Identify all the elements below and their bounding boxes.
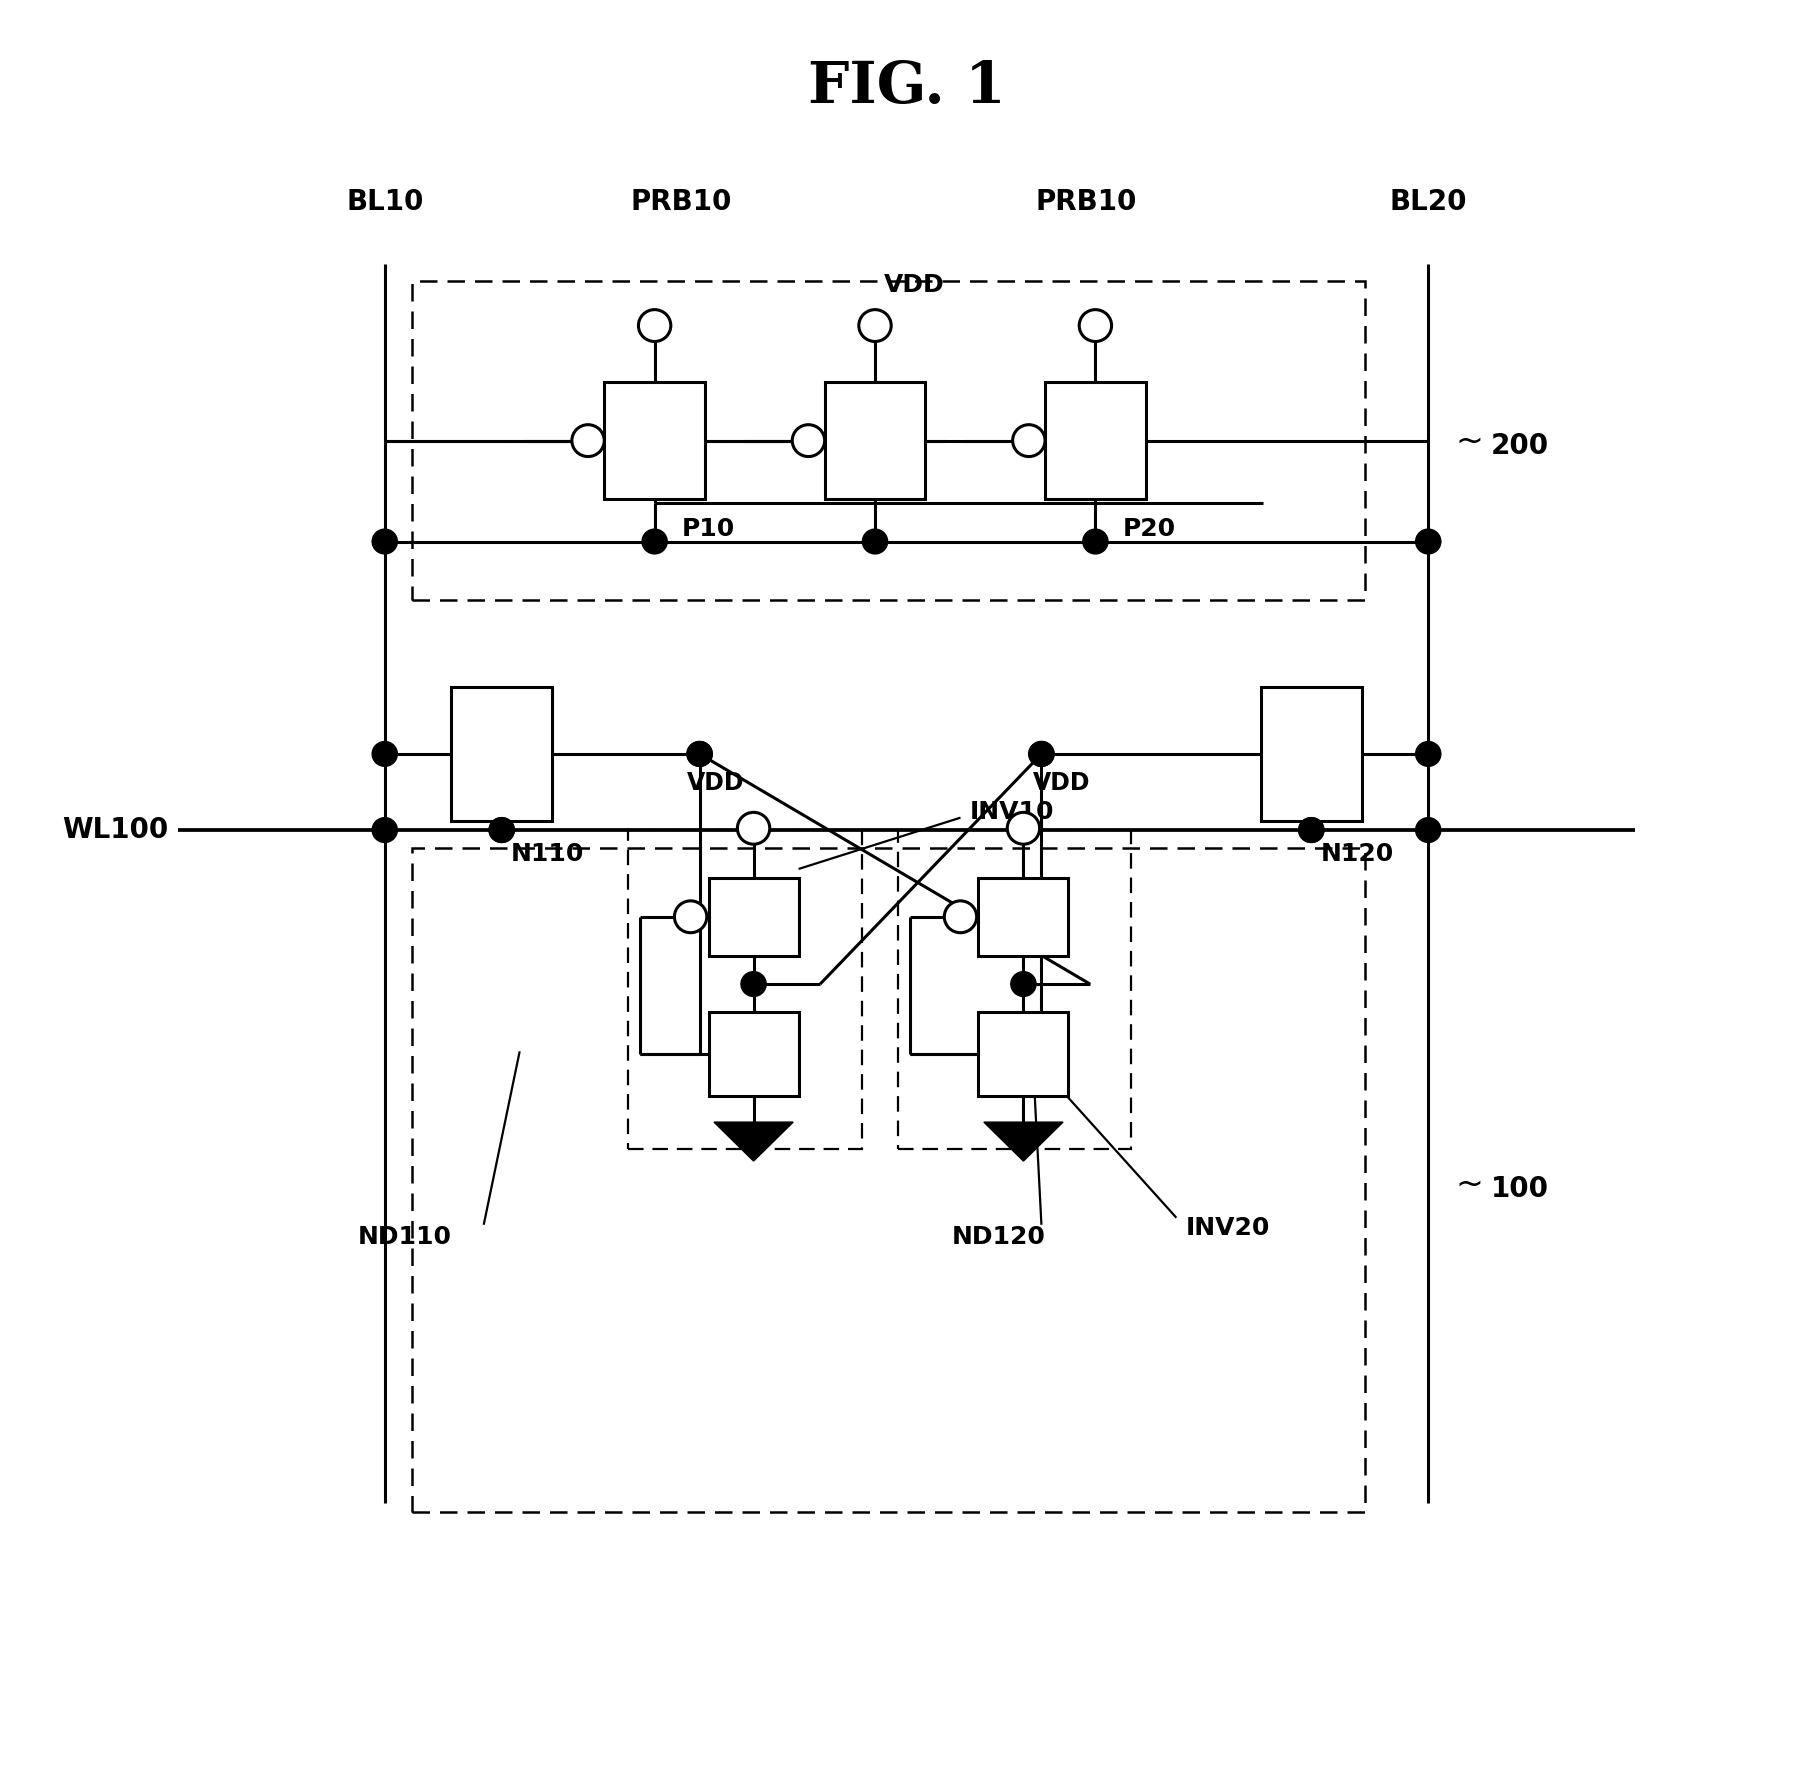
Circle shape	[1082, 530, 1108, 553]
Text: N120: N120	[1320, 842, 1394, 867]
Circle shape	[1079, 310, 1111, 341]
Circle shape	[642, 530, 667, 553]
Text: ND120: ND120	[952, 1226, 1046, 1249]
Circle shape	[674, 901, 707, 933]
Circle shape	[859, 310, 892, 341]
Circle shape	[372, 530, 397, 553]
Text: FIG. 1: FIG. 1	[807, 59, 1006, 114]
Bar	[709, 1012, 798, 1095]
Text: P10: P10	[682, 517, 734, 541]
Circle shape	[1008, 812, 1039, 844]
Bar	[412, 847, 1365, 1511]
Bar	[979, 1012, 1068, 1095]
Bar	[709, 878, 798, 956]
Circle shape	[372, 817, 397, 842]
Circle shape	[571, 425, 604, 457]
Bar	[451, 687, 553, 821]
Circle shape	[1298, 817, 1323, 842]
Circle shape	[372, 742, 397, 767]
Circle shape	[863, 530, 888, 553]
Text: N110: N110	[511, 842, 584, 867]
Text: INV10: INV10	[970, 801, 1053, 824]
Circle shape	[1416, 742, 1441, 767]
Text: ~: ~	[1456, 1167, 1483, 1201]
Text: INV20: INV20	[1186, 1217, 1269, 1240]
Circle shape	[490, 817, 515, 842]
Bar	[897, 830, 1131, 1149]
Polygon shape	[984, 1122, 1062, 1161]
Polygon shape	[714, 1122, 792, 1161]
Text: PRB10: PRB10	[631, 187, 732, 216]
Circle shape	[687, 742, 713, 767]
Circle shape	[1012, 972, 1035, 997]
Text: ~: ~	[1456, 425, 1483, 457]
Text: WL100: WL100	[63, 815, 169, 844]
Text: ND110: ND110	[357, 1226, 451, 1249]
Bar	[1260, 687, 1362, 821]
Circle shape	[1298, 817, 1323, 842]
Bar	[1044, 382, 1146, 500]
Text: VDD: VDD	[687, 771, 745, 794]
Bar	[825, 382, 925, 500]
Circle shape	[945, 901, 977, 933]
Text: BL10: BL10	[346, 187, 424, 216]
Circle shape	[742, 972, 767, 997]
Bar	[604, 382, 705, 500]
Circle shape	[1028, 742, 1053, 767]
Circle shape	[1028, 742, 1053, 767]
Text: 200: 200	[1492, 432, 1550, 460]
Circle shape	[1416, 530, 1441, 553]
Bar	[979, 878, 1068, 956]
Circle shape	[792, 425, 825, 457]
Bar	[627, 830, 861, 1149]
Circle shape	[687, 742, 713, 767]
Bar	[412, 282, 1365, 599]
Circle shape	[638, 310, 671, 341]
Text: VDD: VDD	[1032, 771, 1090, 794]
Text: 100: 100	[1492, 1176, 1550, 1204]
Text: BL20: BL20	[1389, 187, 1467, 216]
Text: PRB10: PRB10	[1035, 187, 1137, 216]
Text: P20: P20	[1122, 517, 1175, 541]
Circle shape	[1013, 425, 1044, 457]
Circle shape	[490, 817, 515, 842]
Circle shape	[738, 812, 771, 844]
Text: VDD: VDD	[885, 273, 945, 298]
Circle shape	[1416, 817, 1441, 842]
